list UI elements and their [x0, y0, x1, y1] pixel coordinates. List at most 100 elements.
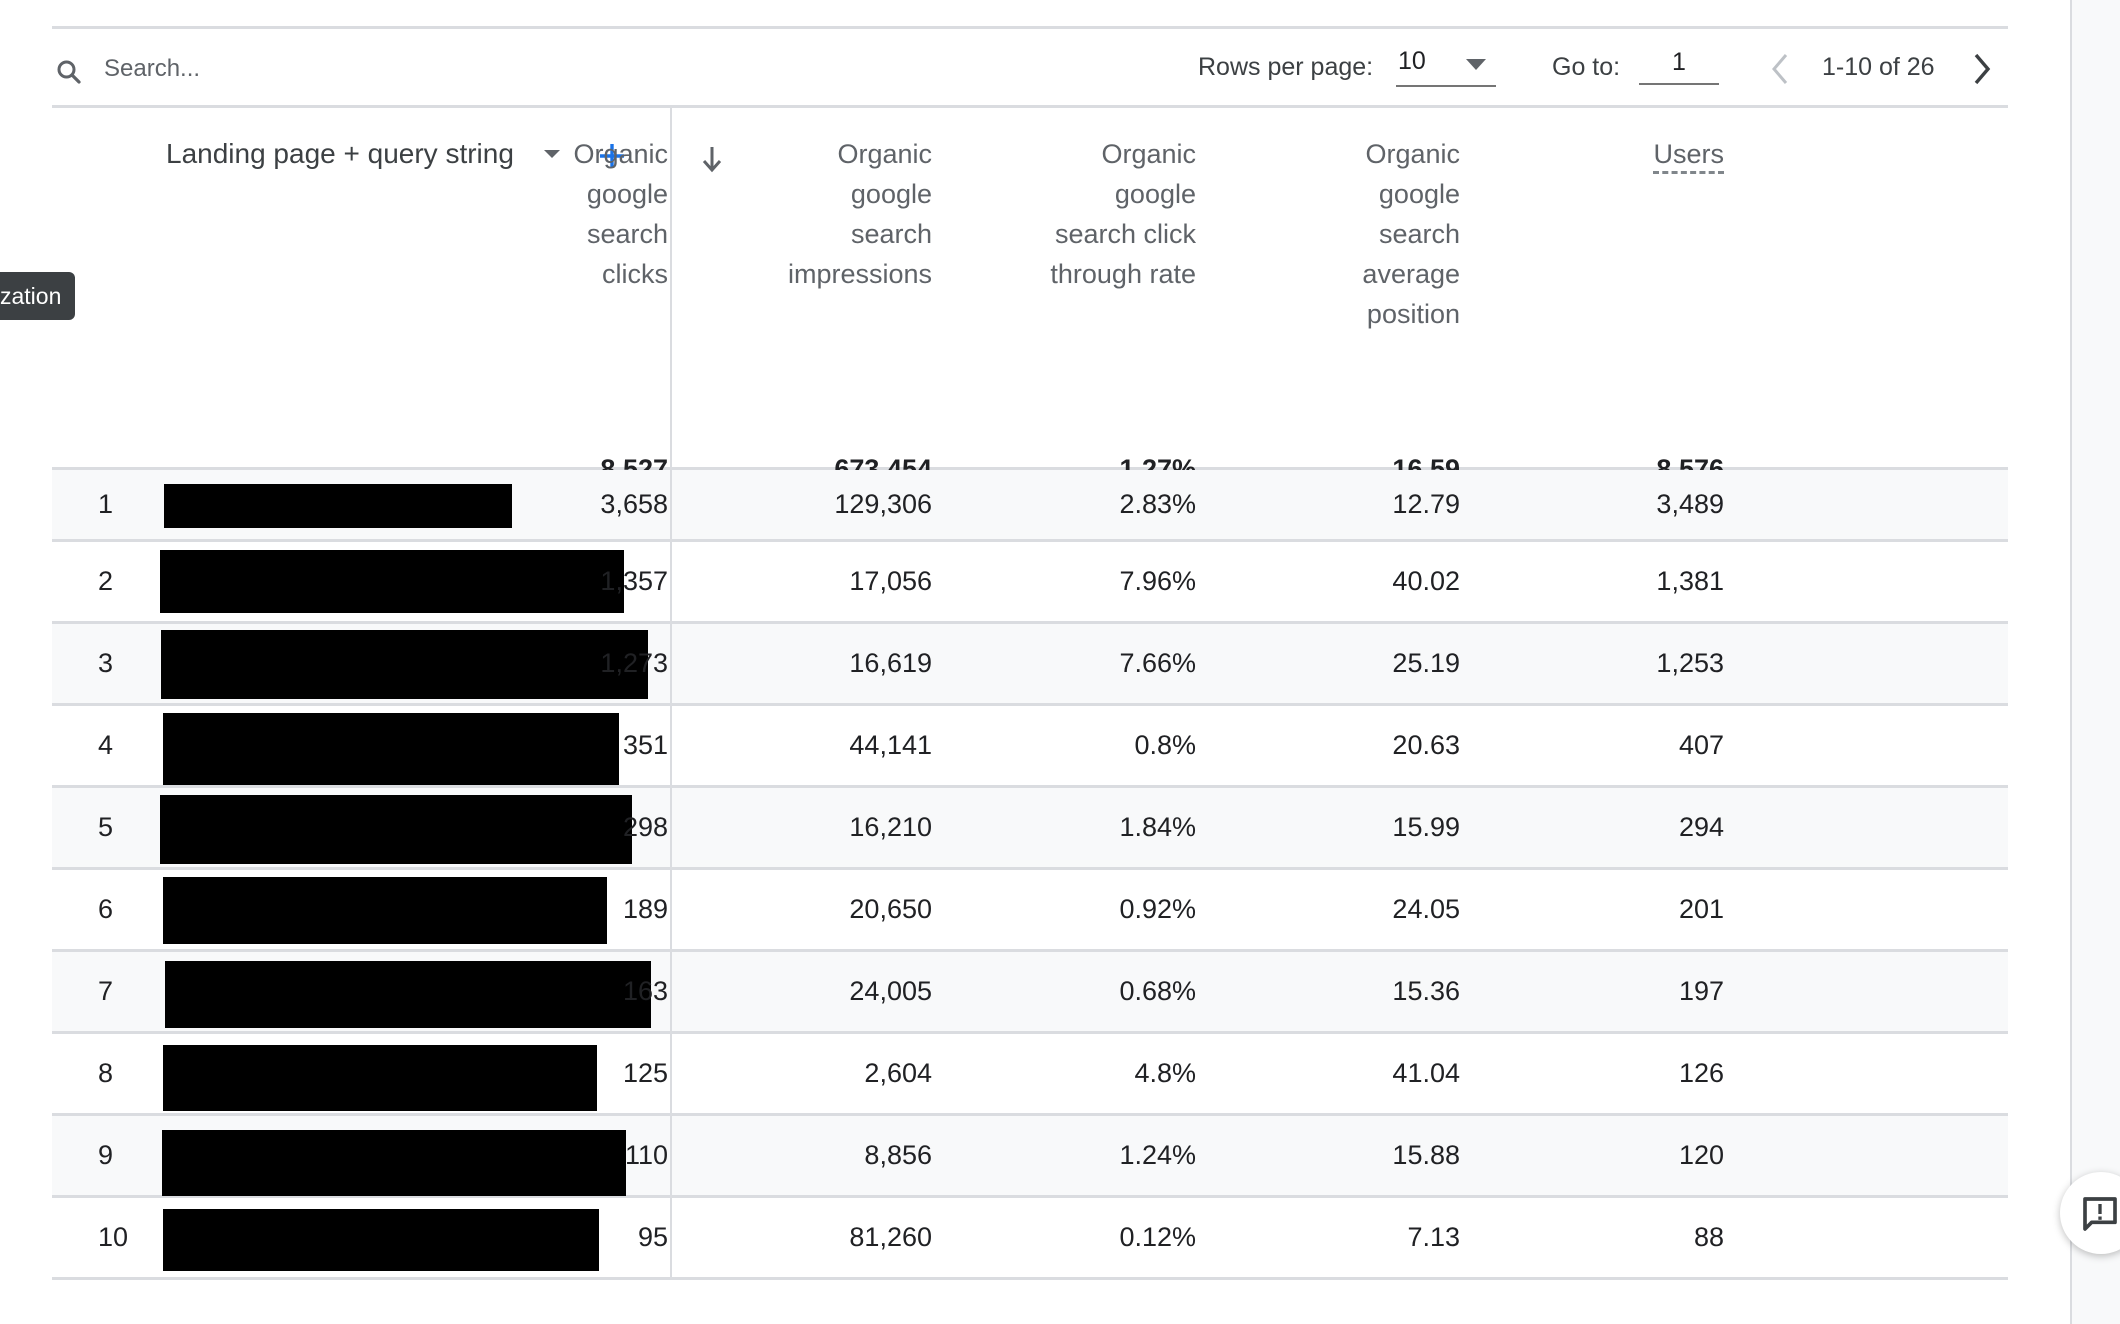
table-toolbar: Rows per page: 10 Go to: 1-10 of 26: [52, 26, 2008, 108]
cell-ctr: 7.96%: [1119, 566, 1196, 596]
table-body: 1 3,658 129,306 2.83% 12.79 3,489 2 1,357 17,056…: [52, 470, 2008, 1280]
table-row[interactable]: 5 298 16,210 1.84% 15.99 294: [52, 788, 2008, 870]
cell-clicks: 125: [622, 1058, 668, 1088]
row-index: 3: [98, 648, 114, 678]
header-line: clicks: [602, 259, 668, 289]
add-dimension-button[interactable]: [592, 136, 632, 176]
header-line: average: [1362, 259, 1460, 289]
search-icon: [57, 60, 81, 84]
column-divider: [670, 1198, 672, 1277]
cell-position: 15.36: [1392, 976, 1460, 1006]
caret-down-icon[interactable]: [543, 150, 560, 158]
feedback-button[interactable]: [2060, 1172, 2120, 1254]
cell-ctr: 0.8%: [1134, 730, 1196, 760]
chevron-left-icon: [1772, 54, 1788, 84]
column-divider: [670, 788, 672, 867]
cell-impressions: 129,306: [834, 489, 932, 519]
redacted-landing-page: [160, 550, 624, 613]
feedback-icon: [2083, 1197, 2117, 1231]
row-index: 1: [98, 489, 114, 519]
cell-position: 12.79: [1392, 489, 1460, 519]
cell-position: 7.13: [1407, 1222, 1460, 1252]
cell-position: 25.19: [1392, 648, 1460, 678]
table-row[interactable]: 6 189 20,650 0.92% 24.05 201: [52, 870, 2008, 952]
cell-users: 88: [1693, 1222, 1724, 1252]
header-line: google: [1114, 179, 1196, 209]
table-row[interactable]: 7 163 24,005 0.68% 15.36 197: [52, 952, 2008, 1034]
cell-impressions: 17,056: [849, 566, 932, 596]
cell-impressions: 24,005: [849, 976, 932, 1006]
redacted-landing-page: [163, 713, 619, 785]
table-row[interactable]: 4 351 44,141 0.8% 20.63 407: [52, 706, 2008, 788]
header-line: Organic: [1101, 139, 1196, 169]
cell-position: 15.99: [1392, 812, 1460, 842]
chevron-right-icon: [1974, 53, 1991, 85]
cell-users: 407: [1678, 730, 1724, 760]
table-row[interactable]: 9 110 8,856 1.24% 15.88 120: [52, 1116, 2008, 1198]
go-to-page-input[interactable]: [1639, 47, 1719, 85]
table-row[interactable]: 2 1,357 17,056 7.96% 40.02 1,381: [52, 542, 2008, 624]
cell-impressions: 2,604: [864, 1058, 932, 1088]
header-line: search: [1378, 219, 1460, 249]
cell-ctr: 2.83%: [1119, 489, 1196, 519]
previous-page-button[interactable]: [1762, 49, 1798, 89]
cell-ctr: 7.66%: [1119, 648, 1196, 678]
cell-ctr: 4.8%: [1134, 1058, 1196, 1088]
table-row[interactable]: 10 95 81,260 0.12% 7.13 88: [52, 1198, 2008, 1280]
redacted-landing-page: [160, 795, 632, 864]
cell-clicks: 3,658: [600, 489, 668, 519]
cell-clicks: 163: [622, 976, 668, 1006]
page-range: 1-10 of 26: [1822, 53, 1935, 81]
cell-position: 24.05: [1392, 894, 1460, 924]
cell-clicks: 110: [624, 1140, 668, 1170]
header-line: impressions: [787, 259, 932, 289]
cell-ctr: 0.92%: [1119, 894, 1196, 924]
column-header-users[interactable]: Users: [1653, 134, 1724, 174]
header-line: Organic: [1365, 139, 1460, 169]
row-index: 2: [98, 566, 114, 596]
cell-ctr: 1.24%: [1119, 1140, 1196, 1170]
table-row[interactable]: 1 3,658 129,306 2.83% 12.79 3,489: [52, 470, 2008, 542]
cell-position: 41.04: [1392, 1058, 1460, 1088]
cell-impressions: 81,260: [849, 1222, 932, 1252]
go-to-label: Go to:: [1552, 53, 1621, 81]
table-row[interactable]: 8 125 2,604 4.8% 41.04 126: [52, 1034, 2008, 1116]
column-header-ctr[interactable]: Organic google search click through rate: [1050, 134, 1196, 294]
cell-clicks: 351: [622, 730, 668, 760]
cell-clicks: 298: [622, 812, 668, 842]
data-table: Rows per page: 10 Go to: 1-10 of 26: [52, 26, 2008, 1280]
cell-users: 1,381: [1656, 566, 1724, 596]
arrow-down-icon[interactable]: [700, 144, 724, 174]
row-index: 10: [98, 1222, 129, 1252]
cell-users: 120: [1678, 1140, 1724, 1170]
rows-per-page-label: Rows per page:: [1198, 53, 1374, 81]
header-line: position: [1366, 299, 1460, 329]
cell-ctr: 0.68%: [1119, 976, 1196, 1006]
column-header-clicks[interactable]: Organic google search clicks: [573, 134, 668, 294]
cell-ctr: 1.84%: [1119, 812, 1196, 842]
next-page-button[interactable]: [1964, 49, 2000, 89]
header-line: google: [1378, 179, 1460, 209]
column-header-position[interactable]: Organic google search average position: [1362, 134, 1460, 334]
row-index: 8: [98, 1058, 114, 1088]
cell-clicks: 189: [622, 894, 668, 924]
table-row[interactable]: 3 1,273 16,619 7.66% 25.19 1,253: [52, 624, 2008, 706]
cell-impressions: 44,141: [849, 730, 932, 760]
cell-users: 294: [1678, 812, 1724, 842]
tooltip: zation: [0, 272, 76, 320]
column-divider: [670, 542, 672, 621]
header-line: Organic: [573, 139, 668, 169]
right-side-panel: [2070, 0, 2120, 1324]
row-index: 7: [98, 976, 114, 1006]
column-divider: [670, 108, 672, 467]
column-divider: [670, 706, 672, 785]
dimension-selector[interactable]: Landing page + query string: [166, 138, 560, 170]
column-header-impressions[interactable]: Organic google search impressions: [788, 134, 932, 294]
redacted-landing-page: [162, 1130, 626, 1196]
redacted-landing-page: [163, 1045, 597, 1111]
cell-impressions: 8,856: [864, 1140, 932, 1170]
rows-per-page-select[interactable]: 10: [1396, 47, 1496, 87]
row-index: 9: [98, 1140, 114, 1170]
search-input[interactable]: [104, 49, 604, 89]
redacted-landing-page: [164, 484, 512, 528]
